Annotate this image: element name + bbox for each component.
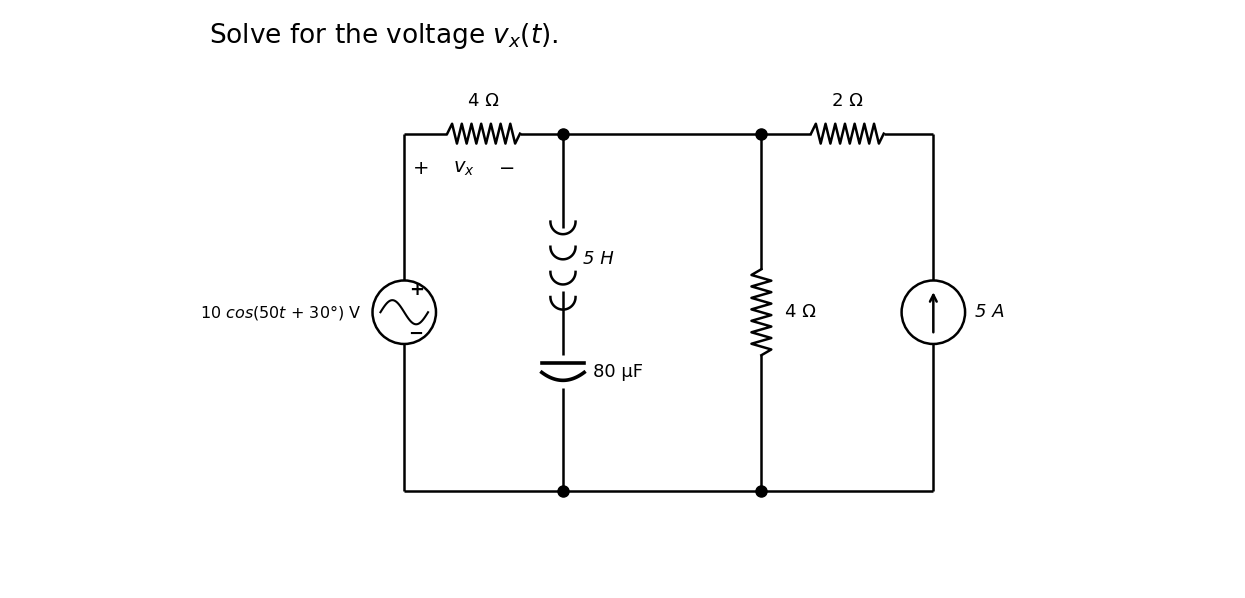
Text: 10 $cos$(50$t$ + 30°) V: 10 $cos$(50$t$ + 30°) V <box>200 303 361 322</box>
Text: +: + <box>412 158 430 178</box>
Text: 80 μF: 80 μF <box>593 363 642 381</box>
Text: −: − <box>498 158 515 178</box>
Text: +: + <box>408 282 423 300</box>
Text: $v_x$: $v_x$ <box>453 158 474 178</box>
Text: Solve for the voltage $v_x(t)$.: Solve for the voltage $v_x(t)$. <box>209 22 559 51</box>
Text: −: − <box>408 325 423 343</box>
Text: 4 Ω: 4 Ω <box>468 92 499 110</box>
Text: 2 Ω: 2 Ω <box>832 92 863 110</box>
Text: 5 A: 5 A <box>975 303 1005 321</box>
Text: 4 Ω: 4 Ω <box>784 303 815 321</box>
Text: 5 H: 5 H <box>583 251 614 269</box>
